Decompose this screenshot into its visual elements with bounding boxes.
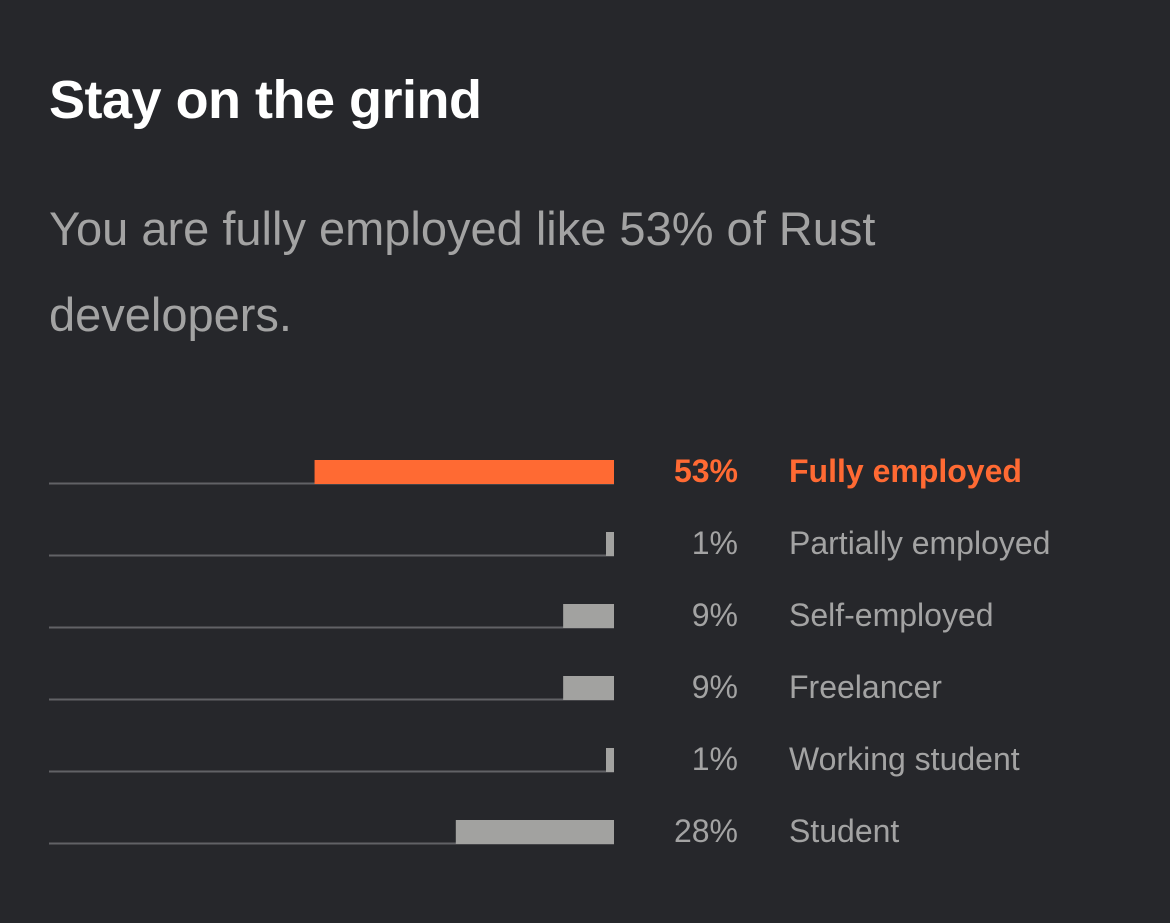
category-label: Self-employed [789,597,994,633]
value-label: 28% [674,813,738,849]
chart-svg: 53% Fully employed 1% Partially employed 9% S… [49,453,1050,849]
bar [606,532,614,556]
bar [563,676,614,700]
page-subtitle: You are fully employed like 53% of Rust … [49,202,876,341]
page-title: Stay on the grind [49,70,482,130]
category-label: Partially employed [789,525,1050,561]
bar [563,604,614,628]
value-label: 9% [692,597,738,633]
category-label: Freelancer [789,669,942,705]
employment-bar-chart: 53% Fully employed 1% Partially employed 9% S… [0,420,1170,880]
value-label: 9% [692,669,738,705]
bar [606,748,614,772]
value-label: 1% [692,525,738,561]
value-label: 53% [674,453,738,489]
category-label: Fully employed [789,453,1022,489]
category-label: Working student [789,741,1020,777]
value-label: 1% [692,741,738,777]
category-label: Student [789,813,899,849]
bar [455,820,614,844]
bar [314,460,614,484]
